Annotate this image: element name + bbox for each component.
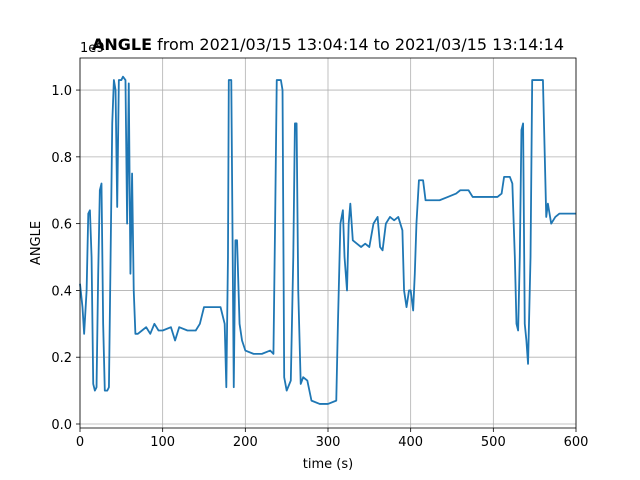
x-tick-label: 500 [481,435,506,450]
y-axis-label: ANGLE [29,221,44,265]
y-tick-label: 0.2 [51,351,72,366]
y-tick-label: 0.4 [51,284,72,299]
title-rest: from 2021/03/15 13:04:14 to 2021/03/15 1… [157,35,564,54]
x-tick-label: 100 [150,435,175,450]
x-tick-label: 200 [233,435,258,450]
x-tick-label: 0 [76,435,84,450]
x-axis-label: time (s) [303,457,353,472]
plot-frame [79,57,577,429]
title-bold: ANGLE [92,35,152,54]
x-tick-label: 600 [564,435,589,450]
x-tick-label: 300 [316,435,341,450]
y-tick-label: 1.0 [51,84,72,99]
chart-title: ANGLE from 2021/03/15 13:04:14 to 2021/0… [92,35,564,54]
y-tick-label: 0.6 [51,218,72,233]
data-line [79,75,576,405]
offset-text: 1e9 [80,41,105,56]
x-tick-label: 400 [398,435,423,450]
y-tick-label: 0.8 [51,151,72,166]
y-tick-label: 0.0 [51,418,72,433]
